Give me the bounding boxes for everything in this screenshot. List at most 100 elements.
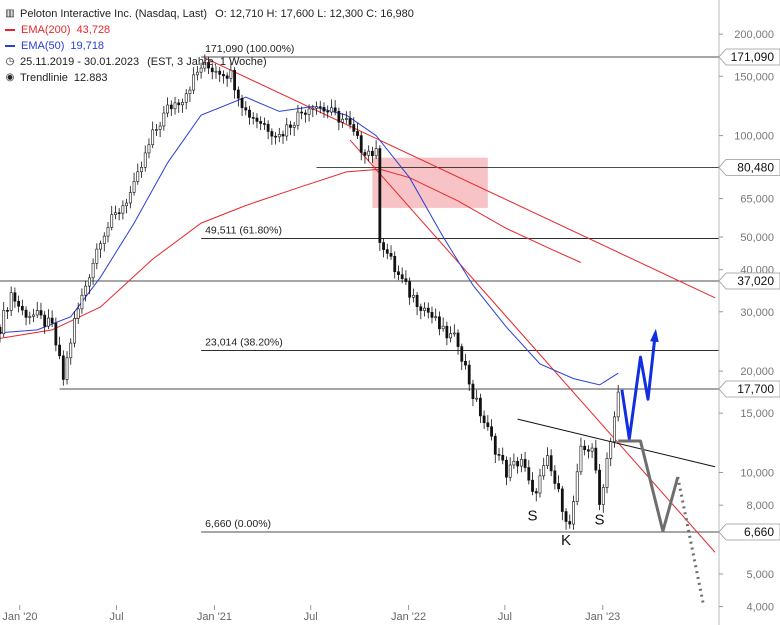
candle-body: [303, 112, 307, 115]
candle-body: [318, 106, 322, 108]
candle-body: [61, 355, 65, 380]
candle-body: [519, 459, 523, 467]
candle-body: [538, 475, 542, 494]
ema200-value: 43,728: [76, 24, 111, 36]
candle-body: [501, 454, 505, 461]
candle-body: [281, 134, 285, 137]
candle-body: [54, 322, 58, 346]
candle-body: [87, 277, 91, 287]
candle-body: [240, 97, 244, 108]
candle-body: [117, 212, 121, 215]
candle-body: [255, 117, 259, 122]
highlight-zone: [372, 157, 488, 208]
candle-body: [270, 131, 274, 137]
x-tick-label: Jul: [304, 611, 318, 623]
candle-body: [404, 278, 408, 282]
price-marker-box: [718, 380, 780, 398]
candle-body: [374, 148, 378, 157]
candle-body: [76, 308, 80, 319]
legend-trend-row: ◉ Trendlinie 12.883: [4, 70, 414, 86]
candle-body: [590, 447, 594, 452]
projection-arrowhead: [650, 328, 659, 343]
candle-body: [408, 281, 412, 298]
candle-body: [523, 459, 527, 468]
candle-body: [69, 342, 73, 359]
candle-body: [32, 314, 35, 317]
candle-body: [505, 459, 508, 478]
candle-body: [195, 71, 199, 76]
candle-body: [579, 445, 583, 473]
price-marker-label: 6,660: [744, 525, 774, 539]
candle-body: [259, 121, 263, 124]
candle-body: [132, 181, 136, 193]
trendline-value: 12.883: [73, 72, 108, 84]
candle-body: [114, 212, 117, 215]
y-tick-label: 10,000: [740, 468, 774, 480]
trendline: [517, 418, 716, 468]
projection-up-path: [620, 332, 657, 441]
x-tick-label: Jan '23: [585, 611, 620, 623]
projection-down-path: [618, 439, 680, 533]
candle-body: [125, 202, 129, 207]
candle-body: [475, 397, 479, 400]
candle-body: [564, 511, 568, 522]
ema200-swatch: [5, 29, 15, 31]
legend-ema50-row: EMA(50) 19,718: [4, 38, 414, 54]
candle-body: [162, 112, 166, 127]
candle-body: [415, 294, 419, 308]
y-tick-label: 8,000: [746, 500, 774, 512]
pattern-label: K: [561, 532, 571, 549]
candle-body: [553, 470, 557, 484]
candles-layer: [0, 54, 620, 530]
highlight-zone-layer: [372, 157, 488, 208]
candle-body: [508, 464, 512, 478]
trendline-label: Trendlinie: [20, 72, 68, 84]
projection-layer: [618, 328, 706, 607]
candle-body: [482, 415, 486, 424]
legend-period-row: ◷ 25.11.2019 - 30.01.2023 (EST, 3 Jahre,…: [4, 54, 414, 70]
fib-level-label: 49,511 (61.80%): [205, 224, 282, 236]
chart-legend: ▥ Peloton Interactive Inc. (Nasdaq, Last…: [4, 6, 414, 86]
candle-body: [594, 447, 598, 471]
fib-level-label: 171,090 (100.00%): [205, 43, 294, 55]
price-marker-box: [718, 48, 780, 66]
candle-body: [210, 67, 214, 73]
candle-body: [20, 305, 24, 311]
candle-body: [307, 108, 311, 115]
trendline: [349, 139, 716, 553]
candle-body: [110, 214, 114, 228]
candle-body: [274, 135, 277, 138]
candle-body: [80, 294, 84, 310]
candle-body: [177, 102, 181, 106]
x-tick-label: Jul: [498, 611, 512, 623]
candle-body: [181, 101, 184, 106]
candle-body: [285, 124, 289, 137]
candle-body: [300, 111, 304, 114]
legend-ema200-row: EMA(200) 43,728: [4, 22, 414, 38]
candle-body: [352, 124, 356, 132]
candle-body: [583, 445, 587, 450]
ohlc-values: O: 12,710 H: 17,600 L: 12,300 C: 16,980: [215, 8, 414, 20]
candle-body: [229, 69, 233, 79]
candle-body: [65, 357, 69, 380]
horizontal-lines-layer: [0, 56, 719, 533]
candle-body: [39, 310, 43, 316]
candle-body: [512, 460, 516, 466]
y-tick-label: 50,000: [740, 232, 774, 244]
candle-body: [155, 129, 158, 131]
candle-body: [50, 317, 54, 324]
candle-body: [560, 488, 564, 512]
candle-body: [497, 454, 501, 456]
candle-body: [609, 441, 613, 459]
trendlines-layer: [204, 57, 716, 553]
pattern-label: S: [595, 512, 605, 529]
instrument-title: Peloton Interactive Inc. (Nasdaq, Last): [20, 8, 208, 20]
candle-body: [13, 292, 17, 302]
legend-title-row: ▥ Peloton Interactive Inc. (Nasdaq, Last…: [4, 6, 414, 22]
ema50-line: [0, 96, 619, 386]
candle-body: [28, 316, 32, 318]
price-marker-label: 171,090: [731, 50, 775, 64]
candle-body: [616, 391, 620, 418]
candle-body: [330, 107, 333, 113]
